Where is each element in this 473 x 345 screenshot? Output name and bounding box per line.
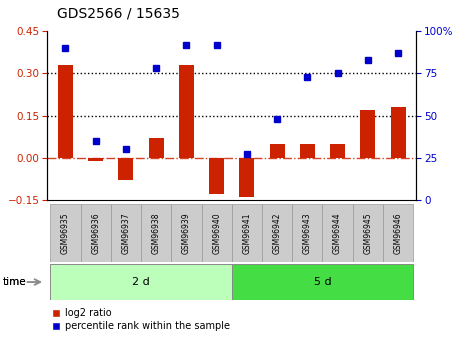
Bar: [179, 65, 194, 158]
Bar: [292, 204, 323, 262]
Text: 5 d: 5 d: [314, 277, 331, 287]
Text: GDS2566 / 15635: GDS2566 / 15635: [57, 7, 180, 21]
Bar: [201, 204, 232, 262]
Bar: [209, 158, 224, 195]
Text: GSM96940: GSM96940: [212, 212, 221, 254]
Bar: [360, 110, 376, 158]
Bar: [232, 264, 413, 300]
Text: GSM96944: GSM96944: [333, 212, 342, 254]
Text: GSM96946: GSM96946: [394, 212, 403, 254]
Text: GSM96945: GSM96945: [363, 212, 372, 254]
Bar: [80, 204, 111, 262]
Text: time: time: [2, 277, 26, 287]
Text: GSM96935: GSM96935: [61, 212, 70, 254]
Bar: [239, 158, 254, 197]
Bar: [149, 138, 164, 158]
Bar: [323, 204, 353, 262]
Bar: [270, 144, 285, 158]
Legend: log2 ratio, percentile rank within the sample: log2 ratio, percentile rank within the s…: [52, 308, 230, 332]
Bar: [171, 204, 201, 262]
Bar: [58, 65, 73, 158]
Bar: [353, 204, 383, 262]
Bar: [300, 144, 315, 158]
Text: 2 d: 2 d: [132, 277, 150, 287]
Text: GSM96941: GSM96941: [242, 212, 251, 254]
Bar: [88, 158, 103, 161]
Text: time: time: [2, 277, 26, 287]
Bar: [50, 264, 232, 300]
Bar: [391, 107, 406, 158]
Bar: [262, 204, 292, 262]
Bar: [111, 204, 141, 262]
Text: GSM96936: GSM96936: [91, 212, 100, 254]
Text: GSM96943: GSM96943: [303, 212, 312, 254]
Bar: [118, 158, 133, 180]
Bar: [50, 204, 80, 262]
Bar: [330, 144, 345, 158]
Bar: [141, 204, 171, 262]
Text: GSM96942: GSM96942: [272, 212, 281, 254]
Bar: [232, 204, 262, 262]
Text: GSM96937: GSM96937: [122, 212, 131, 254]
Text: GSM96939: GSM96939: [182, 212, 191, 254]
Text: GSM96938: GSM96938: [152, 212, 161, 254]
Bar: [383, 204, 413, 262]
